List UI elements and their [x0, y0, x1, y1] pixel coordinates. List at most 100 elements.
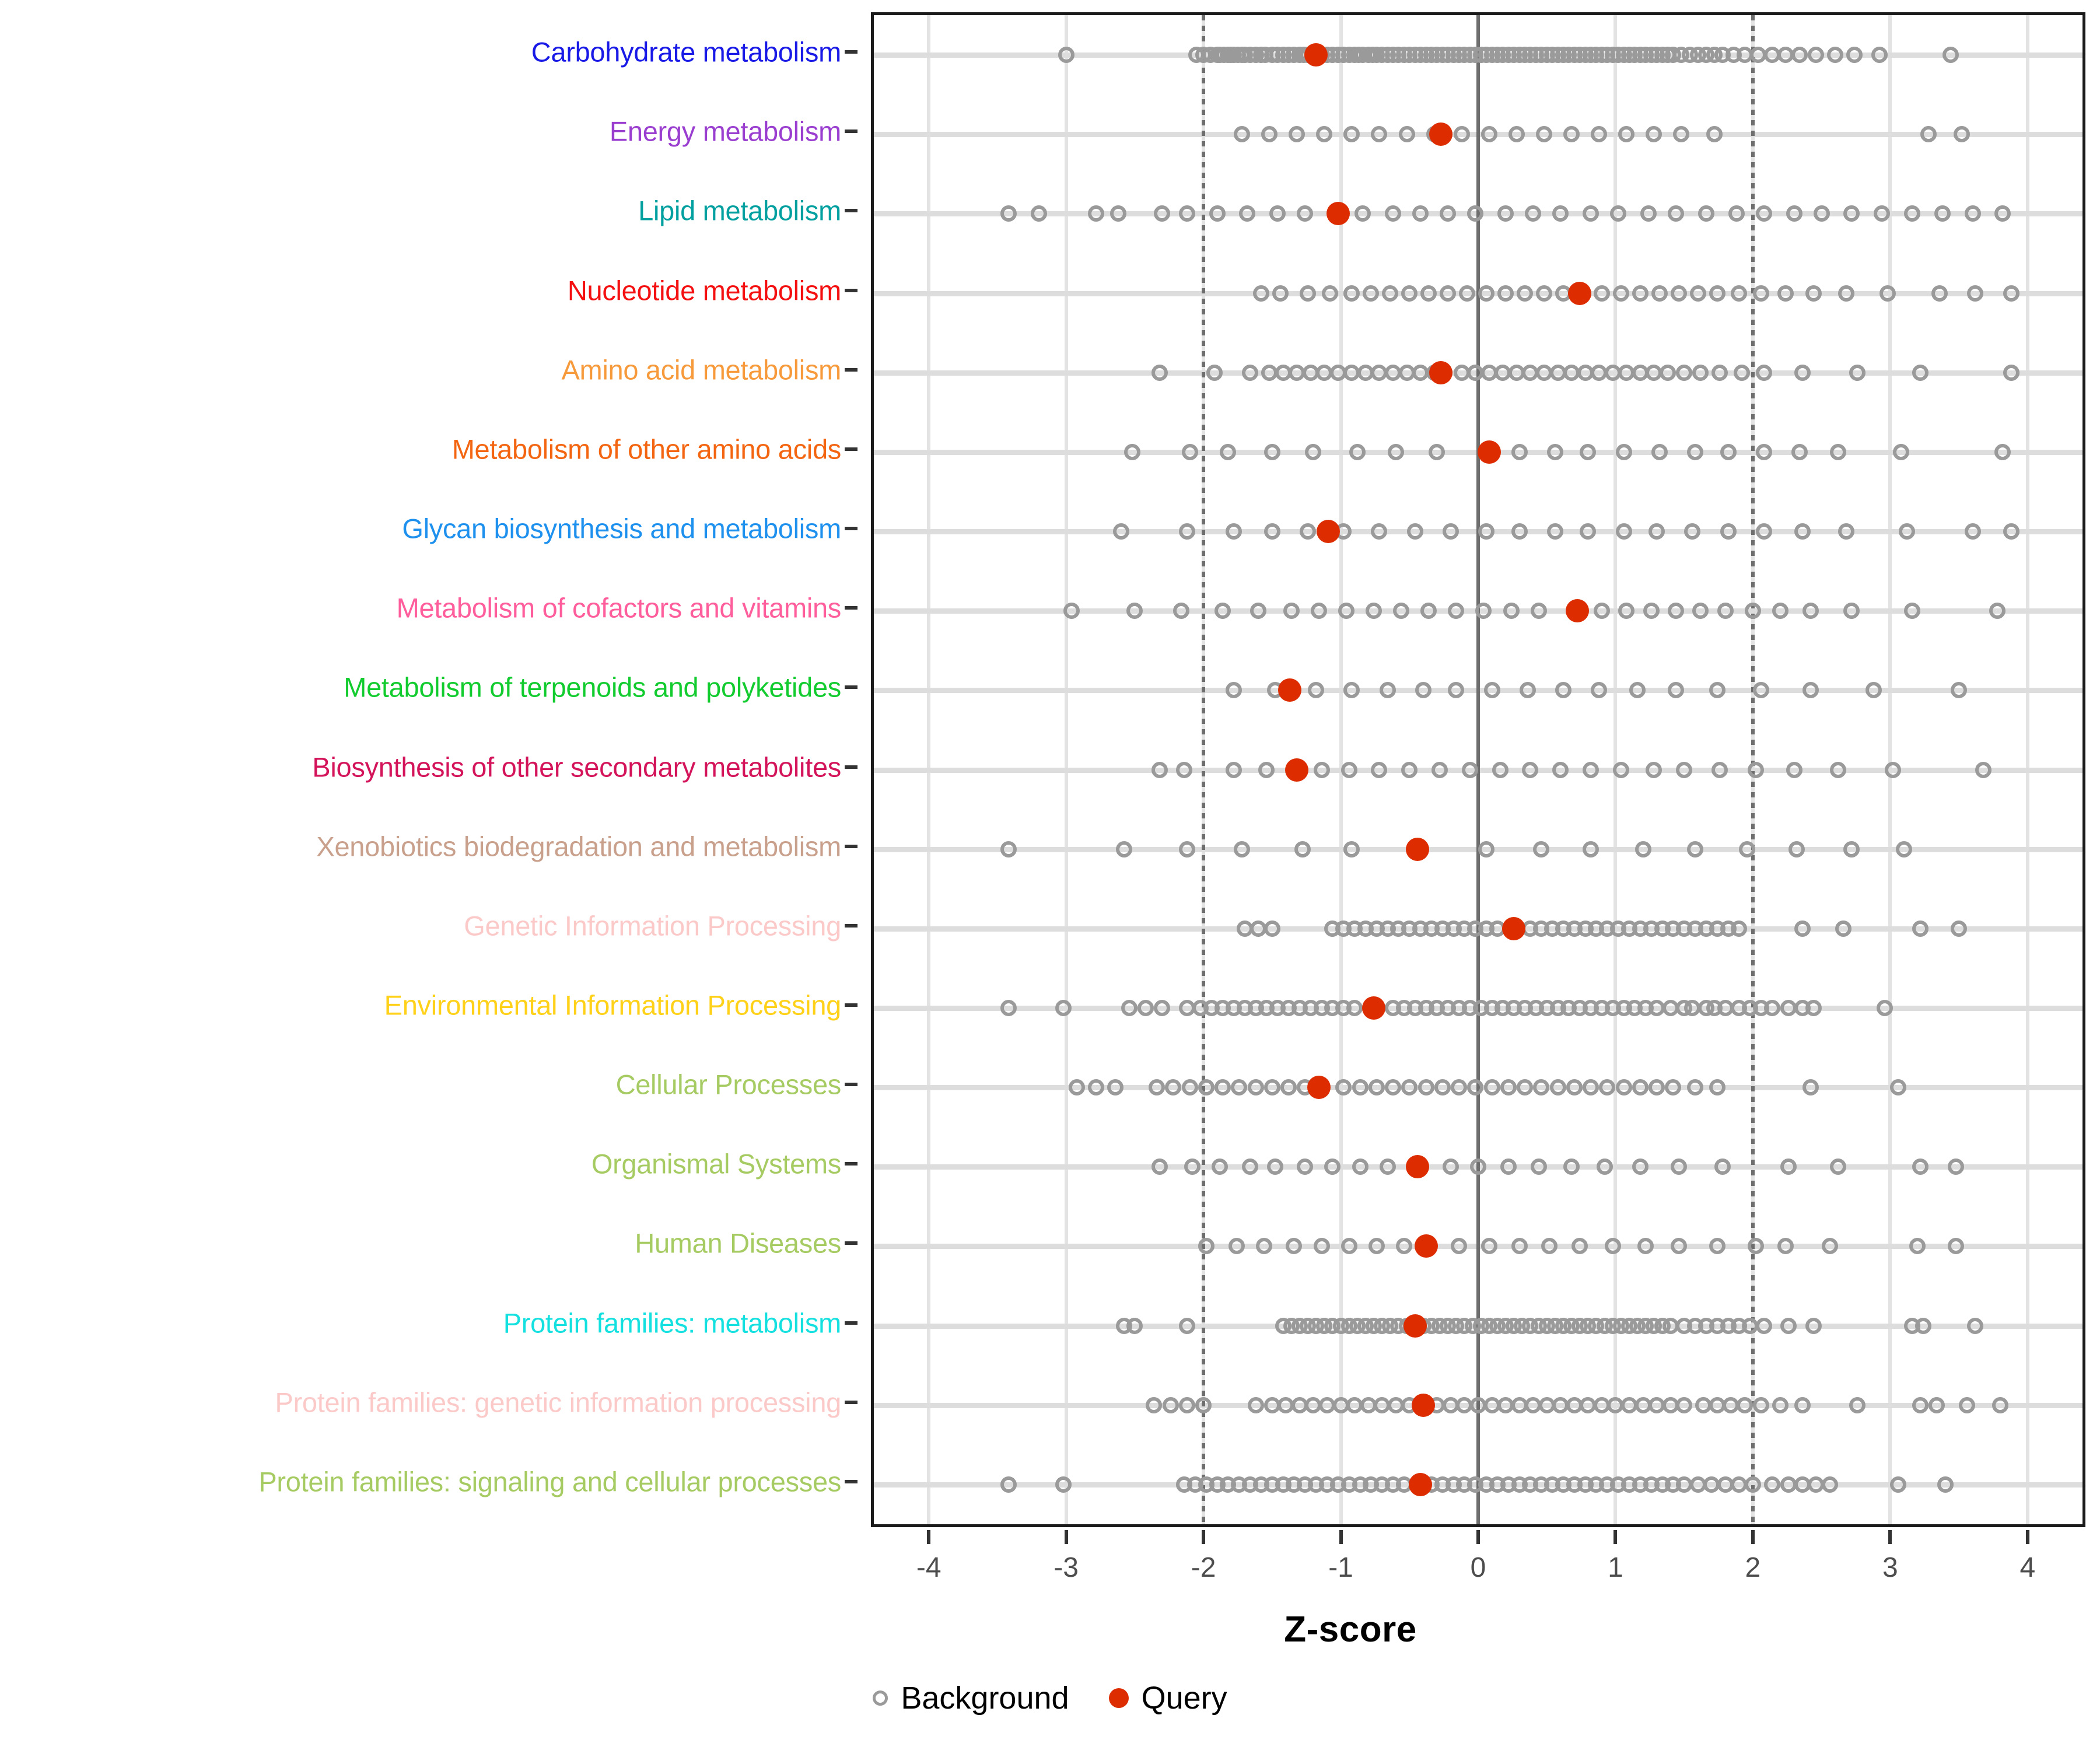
background-point [1126, 603, 1143, 620]
query-point[interactable] [1326, 202, 1350, 226]
query-point[interactable] [1409, 1472, 1433, 1496]
background-point [1583, 205, 1600, 222]
background-point [1225, 761, 1242, 778]
background-point [1555, 682, 1572, 699]
background-point [1313, 1238, 1330, 1255]
background-point [1712, 364, 1728, 381]
background-point [1640, 205, 1657, 222]
query-point[interactable] [1411, 1393, 1435, 1417]
background-point [1599, 1079, 1616, 1096]
y-axis-tick-label: Protein families: genetic information pr… [275, 1387, 842, 1418]
background-point [1651, 443, 1668, 460]
background-point [1398, 126, 1415, 143]
background-point [1731, 285, 1748, 302]
background-point [1610, 205, 1627, 222]
background-point [1280, 1079, 1297, 1096]
background-point [1643, 603, 1660, 620]
background-point [1692, 364, 1709, 381]
background-point [1536, 126, 1553, 143]
background-point [1343, 126, 1360, 143]
query-point[interactable] [1285, 758, 1309, 782]
y-axis-tick-mark [845, 606, 858, 610]
background-point [1843, 205, 1860, 222]
x-axis-tick-label: -4 [916, 1552, 942, 1583]
background-point [1964, 205, 1981, 222]
background-point [1250, 603, 1267, 620]
background-point [1580, 523, 1597, 540]
legend-label-query: Query [1141, 1681, 1227, 1716]
background-point [1300, 285, 1317, 302]
x-axis-tick-mark [1339, 1530, 1343, 1544]
query-point[interactable] [1565, 599, 1589, 623]
query-point[interactable] [1502, 916, 1526, 940]
background-point [1736, 1396, 1753, 1413]
background-point [1212, 1158, 1228, 1175]
background-point [2003, 285, 2020, 302]
background-point [1483, 1079, 1500, 1096]
query-point[interactable] [1307, 1076, 1331, 1100]
x-axis-tick-label: 4 [2020, 1552, 2036, 1583]
background-point [1829, 443, 1846, 460]
background-point [1676, 761, 1693, 778]
query-point[interactable] [1414, 1234, 1438, 1258]
background-point [1297, 1158, 1314, 1175]
query-point[interactable] [1406, 837, 1430, 861]
background-point [1448, 682, 1465, 699]
query-point[interactable] [1403, 1314, 1427, 1338]
background-point [1843, 603, 1860, 620]
x-axis-tick-mark [1614, 1530, 1618, 1544]
zero-reference-line [1476, 15, 1480, 1524]
query-point[interactable] [1477, 440, 1501, 464]
query-point[interactable] [1429, 123, 1453, 146]
background-point [1451, 1079, 1468, 1096]
background-point [1363, 285, 1380, 302]
background-point [1668, 205, 1685, 222]
query-point[interactable] [1429, 360, 1453, 384]
background-point [1794, 523, 1811, 540]
background-point [1178, 205, 1195, 222]
background-point [1088, 205, 1105, 222]
background-point [1371, 523, 1388, 540]
query-point[interactable] [1278, 678, 1302, 702]
background-point [1522, 761, 1539, 778]
query-point[interactable] [1406, 1155, 1430, 1179]
y-axis-tick-mark [845, 447, 858, 451]
background-point [1214, 1079, 1231, 1096]
background-point [1401, 285, 1418, 302]
background-point [1676, 364, 1693, 381]
background-point [1670, 1158, 1687, 1175]
query-point[interactable] [1317, 520, 1340, 544]
background-point [1689, 285, 1706, 302]
filled-circle-icon [1108, 1688, 1129, 1708]
background-point [1178, 523, 1195, 540]
background-point [1247, 1396, 1264, 1413]
background-point [1497, 205, 1514, 222]
x-axis-title-text: Z-score [1284, 1609, 1417, 1650]
background-point [1915, 1317, 1931, 1334]
background-point [1354, 205, 1371, 222]
query-point[interactable] [1304, 43, 1328, 67]
y-axis-tick-label: Carbohydrate metabolism [531, 36, 842, 68]
background-point [1420, 285, 1437, 302]
y-axis-tick-mark [845, 1241, 858, 1245]
background-point [1162, 1396, 1179, 1413]
y-axis-tick-mark [845, 1400, 858, 1404]
background-point [1138, 999, 1154, 1016]
y-axis-tick-mark [845, 685, 858, 690]
background-point [1763, 1476, 1780, 1493]
background-point [1912, 1158, 1929, 1175]
x-axis-tick-label: -2 [1191, 1552, 1216, 1583]
background-point [1893, 443, 1910, 460]
background-point [1668, 603, 1685, 620]
background-point [1214, 603, 1231, 620]
background-point [1777, 285, 1794, 302]
background-point [1149, 1079, 1166, 1096]
threshold-reference-line [1202, 15, 1206, 1524]
x-axis-title: Z-score [0, 1609, 2100, 1650]
background-point [1648, 523, 1665, 540]
background-point [1234, 841, 1251, 858]
background-point [1563, 126, 1580, 143]
query-point[interactable] [1362, 996, 1386, 1020]
query-point[interactable] [1568, 281, 1592, 305]
background-point [1808, 47, 1825, 64]
